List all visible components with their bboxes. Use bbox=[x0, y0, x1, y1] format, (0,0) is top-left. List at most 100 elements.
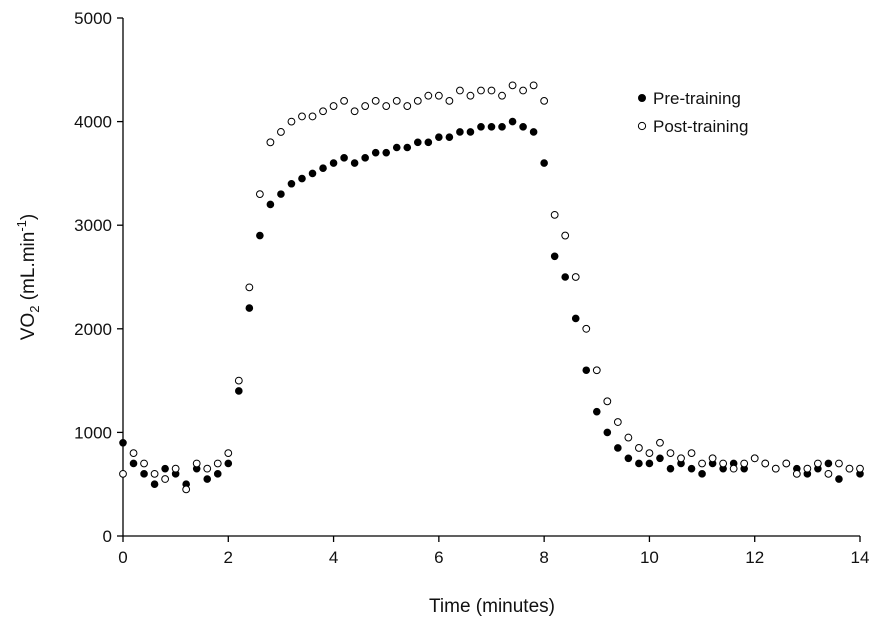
point bbox=[698, 459, 706, 468]
point bbox=[392, 96, 401, 105]
point bbox=[245, 304, 254, 312]
point bbox=[519, 122, 527, 131]
y-tick-label: 0 bbox=[103, 527, 112, 546]
y-tick-label: 1000 bbox=[74, 423, 112, 442]
point bbox=[371, 148, 380, 157]
point bbox=[540, 96, 549, 105]
point bbox=[413, 96, 422, 105]
x-tick-label: 12 bbox=[745, 548, 764, 567]
y-tick-label: 3000 bbox=[74, 216, 112, 235]
x-tick-label: 14 bbox=[851, 548, 870, 567]
point bbox=[245, 283, 254, 292]
point bbox=[824, 469, 833, 478]
point bbox=[635, 444, 643, 452]
point bbox=[340, 96, 349, 105]
point bbox=[287, 179, 296, 188]
y-tick-label: 5000 bbox=[74, 9, 112, 28]
point bbox=[835, 475, 843, 483]
x-tick-label: 10 bbox=[640, 548, 659, 567]
point bbox=[729, 464, 738, 473]
point bbox=[677, 454, 685, 463]
point bbox=[319, 164, 327, 173]
point bbox=[266, 138, 275, 147]
point bbox=[434, 91, 443, 100]
point bbox=[424, 138, 433, 147]
point bbox=[456, 86, 464, 95]
point bbox=[140, 459, 148, 468]
point bbox=[571, 314, 580, 323]
point bbox=[750, 454, 759, 463]
point bbox=[666, 449, 675, 458]
point bbox=[845, 464, 854, 473]
point bbox=[740, 459, 749, 468]
point bbox=[287, 117, 296, 126]
point bbox=[350, 107, 359, 116]
point bbox=[624, 454, 633, 463]
point bbox=[477, 122, 485, 131]
point bbox=[487, 86, 496, 95]
legend-marker bbox=[638, 94, 647, 103]
point bbox=[192, 459, 201, 468]
point bbox=[635, 459, 643, 468]
point bbox=[256, 231, 264, 240]
point bbox=[550, 252, 559, 261]
point bbox=[856, 464, 864, 473]
y-label-part: ) bbox=[18, 214, 39, 220]
point bbox=[277, 128, 285, 136]
point bbox=[213, 459, 222, 468]
point bbox=[624, 433, 633, 442]
point bbox=[456, 128, 464, 136]
point bbox=[235, 387, 243, 395]
point bbox=[761, 459, 770, 468]
y-label-part: (mL.min bbox=[18, 232, 39, 306]
point bbox=[277, 190, 285, 198]
point bbox=[771, 464, 780, 473]
x-tick-label: 2 bbox=[224, 548, 233, 567]
point bbox=[298, 174, 306, 183]
point bbox=[161, 475, 170, 483]
point bbox=[571, 273, 580, 281]
point bbox=[413, 138, 422, 147]
point bbox=[466, 128, 475, 136]
point bbox=[234, 376, 243, 385]
point bbox=[382, 102, 391, 110]
point bbox=[540, 159, 548, 167]
x-tick-label: 8 bbox=[539, 548, 548, 567]
point bbox=[466, 91, 475, 100]
point bbox=[613, 418, 622, 426]
point bbox=[487, 122, 496, 131]
point bbox=[592, 407, 601, 416]
point bbox=[182, 485, 191, 494]
y-axis-label: VO2 (mL.min-1) bbox=[14, 214, 42, 340]
point bbox=[424, 91, 433, 100]
point bbox=[666, 464, 675, 473]
point bbox=[140, 470, 148, 478]
point bbox=[392, 143, 401, 152]
point bbox=[298, 112, 306, 121]
point bbox=[614, 444, 622, 452]
y-label-sup: -1 bbox=[14, 220, 29, 232]
point bbox=[719, 459, 728, 468]
point bbox=[519, 86, 527, 95]
point bbox=[161, 464, 169, 473]
point bbox=[224, 449, 233, 458]
point bbox=[803, 464, 812, 473]
point bbox=[698, 470, 706, 478]
point bbox=[403, 143, 412, 152]
y-label-part: VO bbox=[18, 313, 39, 340]
point bbox=[498, 91, 506, 100]
point bbox=[266, 200, 275, 209]
y-label-sub: 2 bbox=[27, 306, 42, 313]
point bbox=[445, 133, 454, 141]
point bbox=[150, 469, 159, 478]
point bbox=[529, 81, 538, 90]
point bbox=[308, 169, 317, 178]
point bbox=[529, 128, 538, 136]
point bbox=[150, 480, 159, 489]
point bbox=[308, 112, 317, 121]
point bbox=[129, 449, 138, 458]
point bbox=[824, 459, 833, 468]
point bbox=[361, 154, 369, 162]
point bbox=[708, 454, 717, 463]
